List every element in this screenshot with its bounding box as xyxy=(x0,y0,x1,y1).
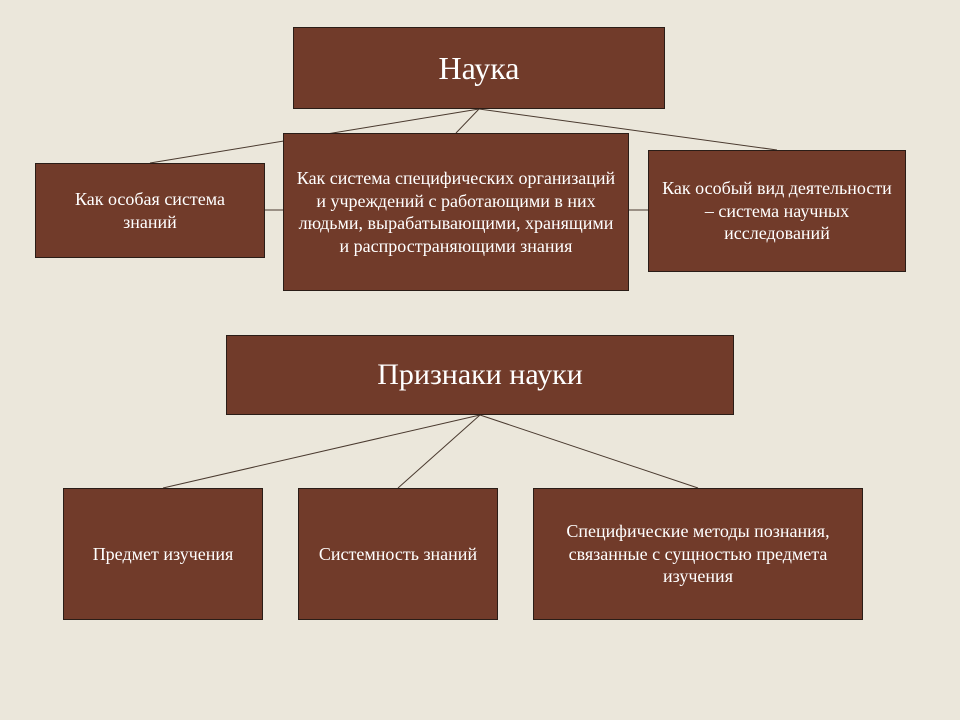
tree2-child-0: Предмет изучения xyxy=(63,488,263,620)
tree2-child-2: Специфические методы познания, связанные… xyxy=(533,488,863,620)
tree1-child-2: Как особый вид деятельности – система на… xyxy=(648,150,906,272)
tree1-root: Наука xyxy=(293,27,665,109)
tree2-child-1: Системность знаний xyxy=(298,488,498,620)
tree1-child-0: Как особая система знаний xyxy=(35,163,265,258)
tree2-root: Признаки науки xyxy=(226,335,734,415)
tree1-child-1: Как система специфических организаций и … xyxy=(283,133,629,291)
